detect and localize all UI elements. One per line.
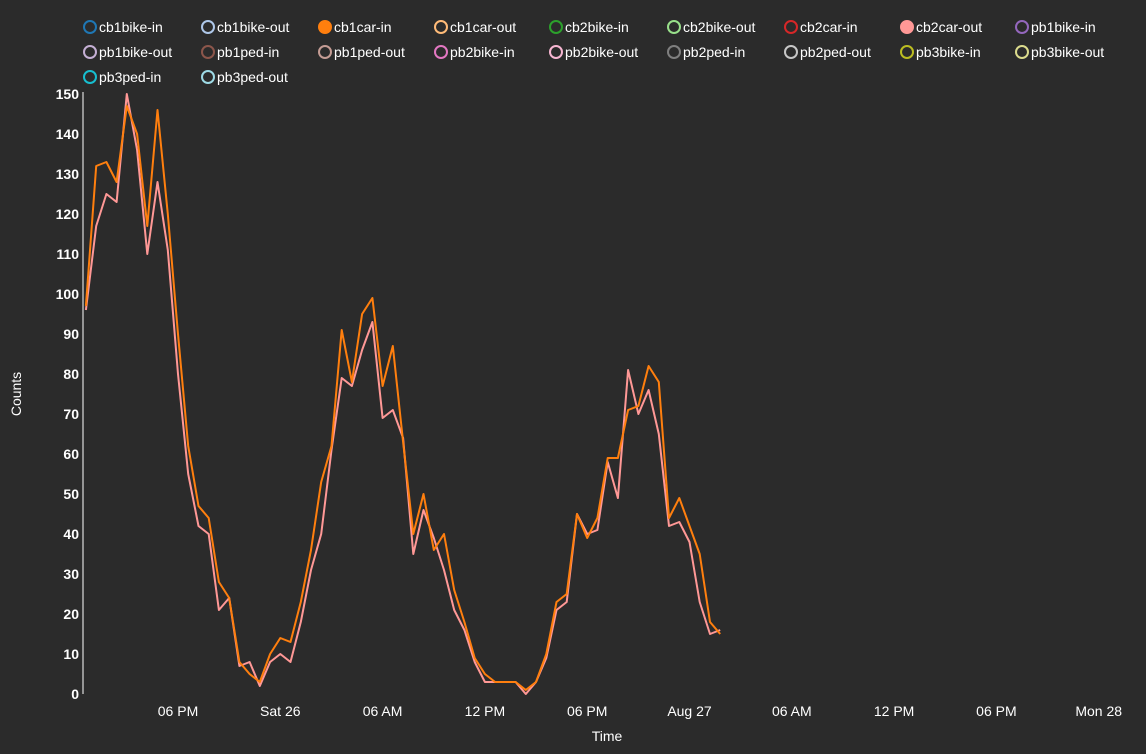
legend-label[interactable]: cb2bike-out xyxy=(683,19,755,35)
legend-item-pb1bike-in[interactable]: pb1bike-in xyxy=(1015,19,1096,35)
y-axis: 0 10 20 30 40 50 60 70 80 90 100 110 120 130 140 150 xyxy=(56,86,84,702)
legend-label[interactable]: pb1bike-out xyxy=(99,44,172,60)
plot-area xyxy=(84,93,721,695)
legend-marker[interactable] xyxy=(318,45,332,59)
legend-marker[interactable] xyxy=(201,70,215,84)
legend-label[interactable]: cb2car-in xyxy=(800,19,858,35)
legend-label[interactable]: pb1bike-in xyxy=(1031,19,1096,35)
y-tick-label: 150 xyxy=(56,86,80,102)
y-tick-label: 120 xyxy=(56,206,80,222)
legend-label[interactable]: pb2bike-out xyxy=(565,44,638,60)
x-tick-label: Sat 26 xyxy=(260,703,301,719)
legend-marker[interactable] xyxy=(784,45,798,59)
x-tick-label: 06 PM xyxy=(976,703,1016,719)
y-axis-title: Counts xyxy=(8,372,24,416)
y-tick-label: 100 xyxy=(56,286,80,302)
legend-marker[interactable] xyxy=(900,20,914,34)
x-tick-label: Aug 27 xyxy=(667,703,712,719)
legend-item-cb2car-out[interactable]: cb2car-out xyxy=(900,19,982,35)
legend-label[interactable]: cb2car-out xyxy=(916,19,982,35)
legend-item-pb3ped-in[interactable]: pb3ped-in xyxy=(83,69,161,85)
legend-label[interactable]: pb1ped-in xyxy=(217,44,279,60)
legend: cb1bike-in cb1bike-out cb1car-in cb1car-out… xyxy=(83,19,1104,85)
legend-marker[interactable] xyxy=(1015,45,1029,59)
y-tick-label: 30 xyxy=(63,566,79,582)
x-tick-label: 06 PM xyxy=(567,703,607,719)
x-tick-label: Mon 28 xyxy=(1075,703,1122,719)
y-tick-label: 130 xyxy=(56,166,80,182)
legend-marker[interactable] xyxy=(83,20,97,34)
legend-marker[interactable] xyxy=(667,45,681,59)
legend-item-cb1car-in[interactable]: cb1car-in xyxy=(318,19,392,35)
legend-label[interactable]: pb3bike-in xyxy=(916,44,981,60)
legend-item-cb2bike-in[interactable]: cb2bike-in xyxy=(549,19,629,35)
legend-marker[interactable] xyxy=(434,20,448,34)
legend-marker[interactable] xyxy=(549,45,563,59)
x-tick-label: 06 PM xyxy=(158,703,198,719)
legend-item-cb2bike-out[interactable]: cb2bike-out xyxy=(667,19,755,35)
legend-item-pb2ped-out[interactable]: pb2ped-out xyxy=(784,44,871,60)
legend-label[interactable]: cb1bike-out xyxy=(217,19,289,35)
legend-label[interactable]: pb2ped-out xyxy=(800,44,871,60)
x-tick-label: 06 AM xyxy=(363,703,403,719)
legend-marker[interactable] xyxy=(201,20,215,34)
series-line-cb1car-in xyxy=(84,105,721,691)
legend-item-pb1ped-out[interactable]: pb1ped-out xyxy=(318,44,405,60)
legend-item-pb2bike-out[interactable]: pb2bike-out xyxy=(549,44,638,60)
legend-label[interactable]: pb2ped-in xyxy=(683,44,745,60)
legend-label[interactable]: cb1bike-in xyxy=(99,19,163,35)
legend-label[interactable]: pb3ped-out xyxy=(217,69,288,85)
x-tick-label: 12 PM xyxy=(465,703,505,719)
legend-item-pb2ped-in[interactable]: pb2ped-in xyxy=(667,44,745,60)
legend-marker[interactable] xyxy=(201,45,215,59)
x-axis-title: Time xyxy=(592,728,623,744)
legend-item-cb2car-in[interactable]: cb2car-in xyxy=(784,19,858,35)
legend-label[interactable]: pb3ped-in xyxy=(99,69,161,85)
legend-label[interactable]: cb2bike-in xyxy=(565,19,629,35)
y-tick-label: 40 xyxy=(63,526,79,542)
y-tick-label: 90 xyxy=(63,326,79,342)
legend-label[interactable]: pb3bike-out xyxy=(1031,44,1104,60)
legend-item-cb1bike-in[interactable]: cb1bike-in xyxy=(83,19,163,35)
legend-item-cb1car-out[interactable]: cb1car-out xyxy=(434,19,516,35)
y-tick-label: 10 xyxy=(63,646,79,662)
legend-label[interactable]: pb2bike-in xyxy=(450,44,515,60)
legend-marker[interactable] xyxy=(549,20,563,34)
y-tick-label: 20 xyxy=(63,606,79,622)
y-tick-label: 70 xyxy=(63,406,79,422)
legend-label[interactable]: cb1car-out xyxy=(450,19,516,35)
legend-marker[interactable] xyxy=(1015,20,1029,34)
legend-marker[interactable] xyxy=(83,45,97,59)
legend-item-pb3ped-out[interactable]: pb3ped-out xyxy=(201,69,288,85)
legend-item-cb1bike-out[interactable]: cb1bike-out xyxy=(201,19,289,35)
series-line-cb2car-out xyxy=(84,93,721,695)
legend-marker[interactable] xyxy=(667,20,681,34)
legend-item-pb2bike-in[interactable]: pb2bike-in xyxy=(434,44,515,60)
y-tick-label: 0 xyxy=(71,686,79,702)
x-tick-label: 12 PM xyxy=(874,703,914,719)
legend-marker[interactable] xyxy=(784,20,798,34)
y-tick-label: 50 xyxy=(63,486,79,502)
x-tick-label: 06 AM xyxy=(772,703,812,719)
y-tick-label: 110 xyxy=(56,246,79,262)
legend-marker[interactable] xyxy=(900,45,914,59)
y-tick-label: 140 xyxy=(56,126,80,142)
legend-item-pb3bike-in[interactable]: pb3bike-in xyxy=(900,44,981,60)
legend-item-pb1ped-in[interactable]: pb1ped-in xyxy=(201,44,279,60)
legend-label[interactable]: cb1car-in xyxy=(334,19,392,35)
legend-item-pb1bike-out[interactable]: pb1bike-out xyxy=(83,44,172,60)
x-axis: 06 PM Sat 26 06 AM 12 PM 06 PM Aug 27 06 AM 12 … xyxy=(158,703,1122,719)
y-tick-label: 60 xyxy=(63,446,79,462)
legend-marker[interactable] xyxy=(318,20,332,34)
y-tick-label: 80 xyxy=(63,366,79,382)
legend-marker[interactable] xyxy=(434,45,448,59)
legend-marker[interactable] xyxy=(83,70,97,84)
legend-label[interactable]: pb1ped-out xyxy=(334,44,405,60)
legend-item-pb3bike-out[interactable]: pb3bike-out xyxy=(1015,44,1104,60)
